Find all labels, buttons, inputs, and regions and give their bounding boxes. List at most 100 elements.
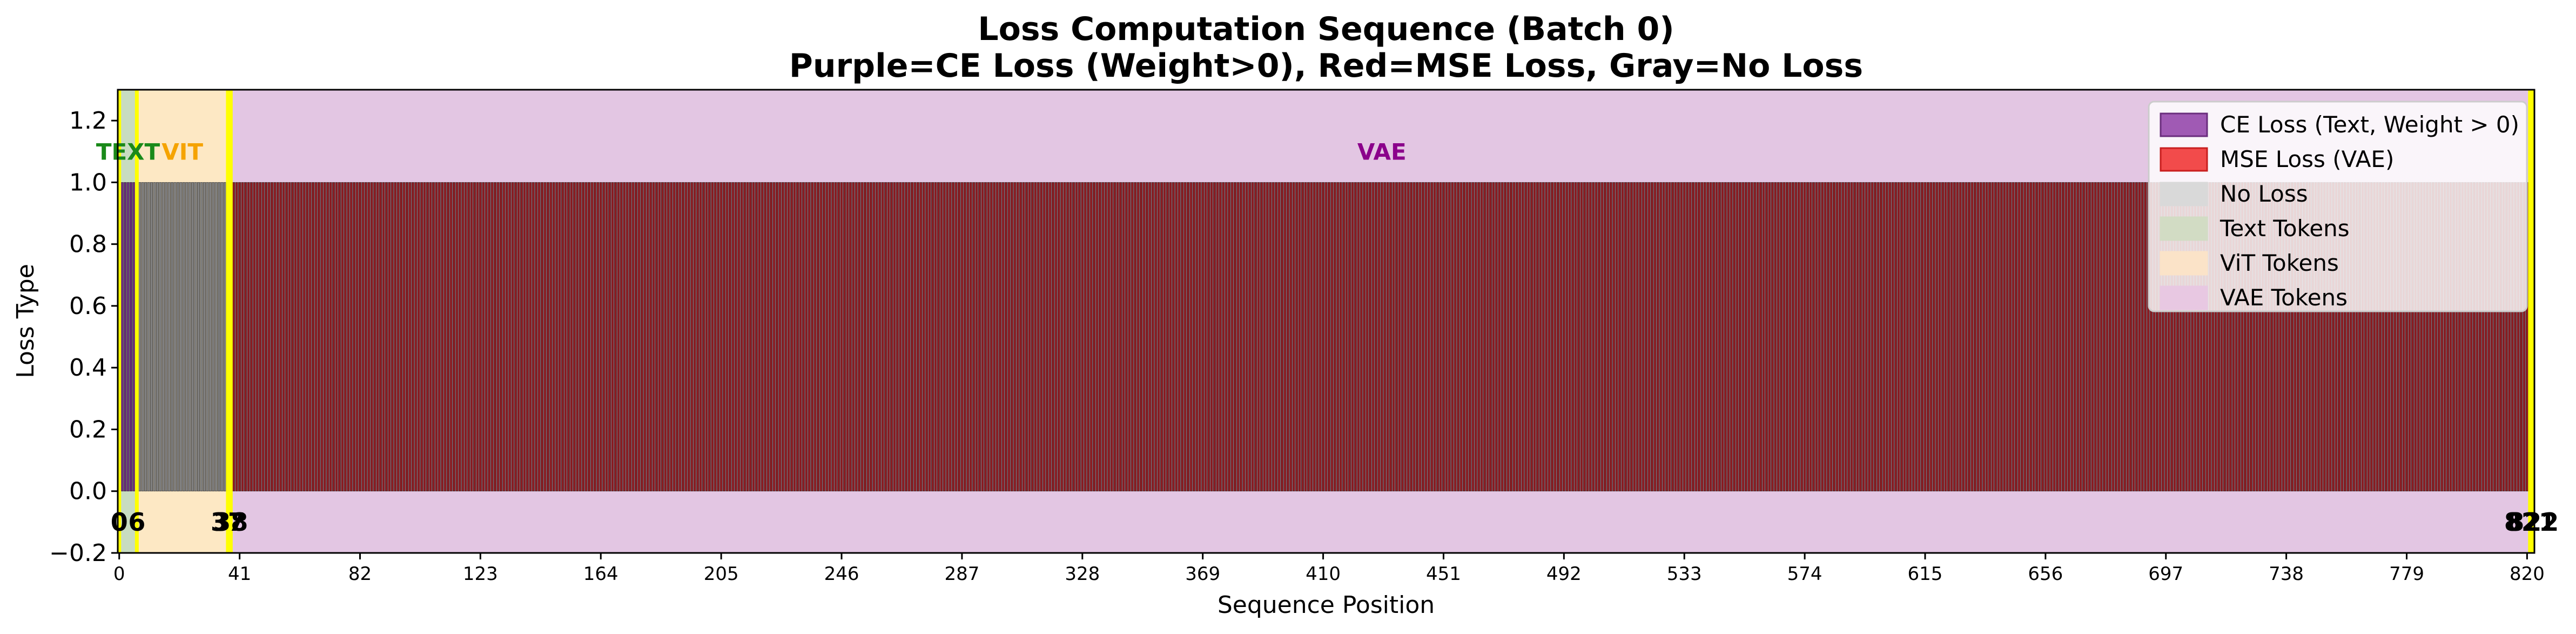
marker-822: 822 xyxy=(2507,508,2559,537)
bar-pos-186 xyxy=(664,182,667,492)
bar-pos-372 xyxy=(1210,182,1213,492)
bar-pos-284 xyxy=(952,182,955,492)
bar-pos-222 xyxy=(770,182,773,492)
bar-pos-409 xyxy=(1319,182,1322,492)
bar-pos-497 xyxy=(1577,182,1580,492)
xtick-label-820: 820 xyxy=(2510,563,2545,585)
bar-pos-569 xyxy=(1788,182,1792,492)
bar-pos-348 xyxy=(1140,182,1142,492)
legend-swatch-0 xyxy=(2160,112,2208,137)
bar-pos-248 xyxy=(846,182,849,492)
bar-pos-389 xyxy=(1260,182,1263,492)
bar-pos-157 xyxy=(579,182,582,492)
bar-pos-482 xyxy=(1533,182,1536,492)
bar-pos-533 xyxy=(1683,182,1686,492)
bar-pos-618 xyxy=(1932,182,1935,492)
bar-pos-592 xyxy=(1856,182,1859,492)
bar-pos-114 xyxy=(452,182,455,492)
bar-pos-168 xyxy=(611,182,614,492)
xtick-label-410: 410 xyxy=(1306,563,1341,585)
bar-pos-388 xyxy=(1257,182,1260,492)
bar-pos-69 xyxy=(320,182,324,492)
bar-pos-120 xyxy=(470,182,473,492)
bar-pos-119 xyxy=(467,182,470,492)
bar-pos-94 xyxy=(394,182,397,492)
bar-pos-162 xyxy=(593,182,596,492)
bar-pos-270 xyxy=(911,182,913,492)
bar-pos-281 xyxy=(943,182,946,492)
bar-pos-432 xyxy=(1386,182,1389,492)
region-label-vae: VAE xyxy=(1357,138,1407,165)
bar-pos-422 xyxy=(1357,182,1360,492)
bar-pos-293 xyxy=(978,182,981,492)
bar-pos-620 xyxy=(1938,182,1941,492)
bar-pos-236 xyxy=(811,182,814,492)
bar-pos-433 xyxy=(1389,182,1393,492)
bar-pos-385 xyxy=(1248,182,1252,492)
bar-pos-239 xyxy=(819,182,823,492)
bar-pos-298 xyxy=(993,182,996,492)
bar-pos-50 xyxy=(265,182,268,492)
bar-pos-517 xyxy=(1636,182,1639,492)
bar-pos-260 xyxy=(881,182,884,492)
bar-pos-277 xyxy=(931,182,934,492)
bar-pos-557 xyxy=(1753,182,1757,492)
bar-pos-522 xyxy=(1650,182,1653,492)
bar-pos-336 xyxy=(1104,182,1107,492)
ytick-label-0: −0.2 xyxy=(49,539,107,567)
bar-pos-445 xyxy=(1424,182,1428,492)
bar-pos-655 xyxy=(2041,182,2044,492)
bar-pos-544 xyxy=(1715,182,1718,492)
bar-pos-59 xyxy=(291,182,294,492)
bar-pos-474 xyxy=(1510,182,1512,492)
bar-pos-48 xyxy=(259,182,262,492)
bar-pos-26 xyxy=(194,182,197,492)
bar-pos-652 xyxy=(2032,182,2035,492)
bar-pos-505 xyxy=(1600,182,1604,492)
bar-pos-267 xyxy=(902,182,905,492)
bar-pos-274 xyxy=(922,182,925,492)
bar-pos-163 xyxy=(596,182,600,492)
bar-pos-366 xyxy=(1192,182,1195,492)
bar-pos-219 xyxy=(761,182,764,492)
bar-pos-459 xyxy=(1465,182,1469,492)
bar-pos-244 xyxy=(834,182,837,492)
bar-pos-296 xyxy=(987,182,990,492)
bar-pos-532 xyxy=(1680,182,1683,492)
bar-pos-657 xyxy=(2047,182,2050,492)
bar-pos-199 xyxy=(702,182,705,492)
bar-pos-105 xyxy=(426,182,429,492)
bar-pos-633 xyxy=(1976,182,1980,492)
bar-pos-131 xyxy=(502,182,506,492)
xtick-label-82: 82 xyxy=(348,563,372,585)
bar-pos-345 xyxy=(1131,182,1134,492)
bar-pos-429 xyxy=(1377,182,1381,492)
bar-pos-326 xyxy=(1075,182,1078,492)
bar-pos-468 xyxy=(1492,182,1495,492)
bar-pos-411 xyxy=(1324,182,1328,492)
xtick-label-41: 41 xyxy=(228,563,251,585)
chart-subtitle: Purple=CE Loss (Weight>0), Red=MSE Loss,… xyxy=(789,47,1863,85)
bar-pos-648 xyxy=(2020,182,2023,492)
bar-pos-310 xyxy=(1028,182,1031,492)
bar-pos-212 xyxy=(740,182,743,492)
bar-pos-515 xyxy=(1630,182,1633,492)
bar-pos-140 xyxy=(529,182,532,492)
bar-pos-450 xyxy=(1439,182,1442,492)
bar-pos-25 xyxy=(191,182,194,492)
bar-pos-15 xyxy=(162,182,165,492)
bar-pos-593 xyxy=(1859,182,1862,492)
bar-pos-137 xyxy=(520,182,523,492)
bar-pos-502 xyxy=(1592,182,1595,492)
bar-pos-314 xyxy=(1040,182,1043,492)
bar-pos-203 xyxy=(714,182,717,492)
xtick-label-656: 656 xyxy=(2028,563,2063,585)
bar-pos-278 xyxy=(934,182,937,492)
bar-pos-142 xyxy=(535,182,538,492)
bar-pos-431 xyxy=(1383,182,1387,492)
bar-pos-136 xyxy=(517,182,520,492)
bar-pos-467 xyxy=(1489,182,1492,492)
bar-pos-469 xyxy=(1495,182,1498,492)
bar-pos-308 xyxy=(1022,182,1025,492)
